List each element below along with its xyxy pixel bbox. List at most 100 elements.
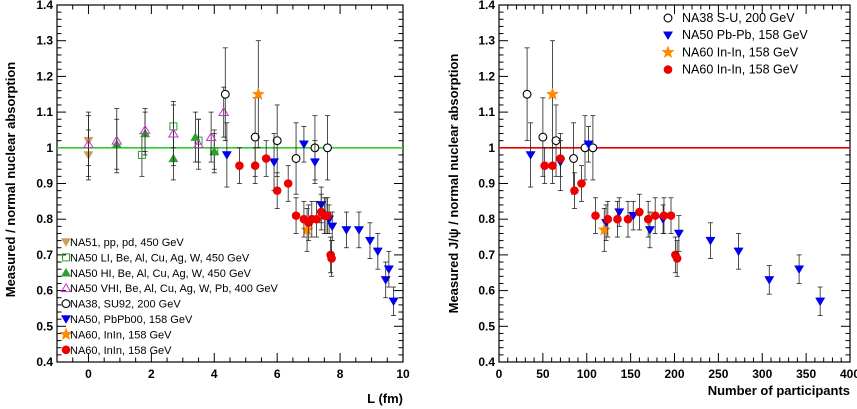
data-point bbox=[323, 143, 332, 153]
data-point bbox=[309, 158, 320, 167]
legend-label: NA50 Pb-Pb, 158 GeV bbox=[682, 28, 808, 42]
y-tick-label: 0.6 bbox=[36, 284, 53, 298]
series-na50-pbpb00-158-gev bbox=[221, 122, 399, 316]
data-point bbox=[815, 297, 826, 307]
legend-label: NA38 S-U, 200 GeV bbox=[682, 11, 795, 25]
data-point bbox=[327, 222, 338, 232]
x-tick-label: 350 bbox=[796, 367, 816, 381]
data-point bbox=[283, 179, 293, 188]
data-point bbox=[383, 265, 394, 275]
y-tick-label: 0.4 bbox=[478, 355, 495, 369]
y-tick-label: 1.4 bbox=[36, 0, 53, 12]
data-point bbox=[372, 247, 383, 257]
y-tick-label: 0.5 bbox=[478, 319, 495, 333]
data-point bbox=[251, 87, 265, 100]
data-point bbox=[603, 214, 613, 224]
data-point bbox=[250, 161, 260, 170]
data-point bbox=[312, 214, 321, 224]
data-point bbox=[82, 138, 94, 149]
data-point bbox=[291, 211, 301, 220]
data-point bbox=[548, 161, 557, 170]
data-point bbox=[570, 186, 579, 195]
data-point bbox=[261, 154, 271, 163]
data-point bbox=[388, 297, 399, 307]
data-point bbox=[272, 136, 282, 146]
legend-marker bbox=[61, 345, 71, 355]
y-tick-label: 1 bbox=[488, 141, 495, 155]
data-point bbox=[291, 154, 301, 163]
legend-label: NA60 In-In, 158 GeV bbox=[682, 63, 799, 77]
legend-marker bbox=[61, 299, 71, 309]
data-point bbox=[764, 276, 775, 285]
y-tick-label: 0.4 bbox=[36, 355, 53, 369]
data-point bbox=[540, 161, 549, 170]
legend: NA51, pp, pd, 450 GeV NA50 LI, Be, Al, Cu… bbox=[59, 237, 279, 357]
data-point bbox=[235, 161, 244, 170]
legend-label: NA50 HI, Be, Al, Cu, Ag, W, 450 GeV bbox=[70, 268, 252, 280]
y-tick-label: 0.9 bbox=[478, 177, 495, 191]
data-point bbox=[623, 214, 633, 224]
data-point bbox=[650, 211, 660, 220]
data-point bbox=[705, 236, 716, 246]
legend-label: NA60 In-In, 158 GeV bbox=[682, 45, 799, 59]
data-point bbox=[673, 229, 684, 239]
y-tick-label: 1.1 bbox=[36, 105, 53, 119]
x-tick-label: 10 bbox=[396, 367, 410, 381]
x-tick-label: 2 bbox=[148, 367, 155, 381]
data-point bbox=[353, 226, 365, 235]
data-point bbox=[272, 186, 282, 195]
data-point bbox=[323, 211, 332, 220]
legend-marker bbox=[60, 282, 72, 293]
legend-label: NA50, PbPb00, 158 GeV bbox=[70, 314, 193, 326]
data-point bbox=[614, 208, 625, 217]
x-tick-label: 150 bbox=[621, 367, 641, 381]
x-tick-label: 400 bbox=[840, 367, 857, 381]
series-na38-s-u-200-gev bbox=[522, 47, 598, 195]
y-axis-label: Measured J/ψ / normal nuclear absorption bbox=[446, 54, 461, 314]
data-point bbox=[167, 128, 179, 138]
data-point bbox=[298, 140, 309, 150]
data-point bbox=[525, 151, 536, 160]
data-point bbox=[250, 132, 260, 142]
legend-marker bbox=[662, 31, 674, 41]
data-point bbox=[190, 132, 201, 141]
series-na38-su92-200-gev bbox=[220, 47, 332, 195]
y-tick-label: 1.4 bbox=[478, 0, 495, 12]
x-axis-label: L (fm) bbox=[367, 391, 403, 406]
data-point bbox=[193, 138, 205, 149]
series-na50-pb-pb-158-gev bbox=[525, 122, 826, 316]
y-tick-label: 0.7 bbox=[478, 248, 495, 262]
chart-panel-2: 0.4 0.5 0.6 0.7 0.8 0.9 1 1.1 1.2 1.3 1.4 0 50 100 150… bbox=[446, 0, 857, 398]
y-tick-label: 1.3 bbox=[478, 34, 495, 48]
legend-label: NA50 LI, Be, Al, Cu, Ag, W, 450 GeV bbox=[70, 252, 250, 264]
data-point bbox=[218, 106, 230, 117]
y-tick-label: 0.6 bbox=[478, 284, 495, 298]
y-tick-label: 1.3 bbox=[36, 34, 53, 48]
legend-marker bbox=[663, 13, 673, 23]
data-point bbox=[221, 151, 232, 160]
legend-marker bbox=[60, 238, 72, 247]
data-point bbox=[569, 154, 579, 163]
data-point bbox=[597, 222, 611, 236]
data-point bbox=[522, 89, 532, 99]
x-tick-label: 4 bbox=[211, 367, 218, 381]
data-point bbox=[613, 214, 622, 224]
series-na50-vhi-be-al-cu-ag-w-pb-400-gev bbox=[82, 86, 230, 177]
legend-label: NA50 VHI, Be, Al, Cu, Ag, W, Pb, 400 GeV bbox=[70, 283, 279, 295]
data-point bbox=[643, 214, 653, 224]
legend-label: NA60, InIn, 158 GeV bbox=[70, 329, 172, 341]
legend-label: NA51, pp, pd, 450 GeV bbox=[70, 237, 184, 249]
data-point bbox=[577, 179, 586, 188]
legend: NA38 S-U, 200 GeV NA50 Pb-Pb, 158 GeV NA60… bbox=[661, 11, 808, 77]
x-tick-label: 8 bbox=[337, 367, 344, 381]
y-tick-label: 0.9 bbox=[36, 177, 53, 191]
data-point bbox=[644, 226, 655, 235]
data-point bbox=[341, 226, 352, 235]
series-na50-hi-be-al-cu-ag-w-450-gev bbox=[111, 111, 220, 181]
x-tick-label: 300 bbox=[752, 367, 772, 381]
data-point bbox=[364, 236, 376, 246]
x-tick-label: 0 bbox=[85, 367, 92, 381]
data-point bbox=[556, 154, 565, 163]
y-tick-label: 1.2 bbox=[478, 69, 495, 83]
